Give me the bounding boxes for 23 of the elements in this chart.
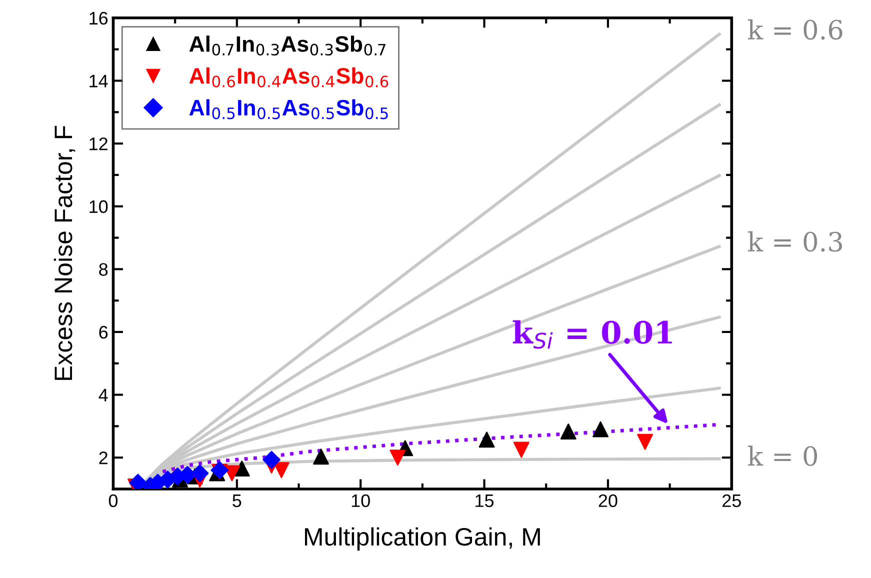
annotation: k$_{Si}$ = 0.01 <box>512 320 672 349</box>
text: k = 0.6 <box>748 19 842 40</box>
y-tick-label: 14 <box>90 74 108 88</box>
y-tick-label: 10 <box>90 200 108 214</box>
x-axis-title: Multiplication Gain, M <box>305 527 540 551</box>
x-tick-label: 0 <box>108 494 118 508</box>
x-tick-label: 10 <box>352 494 370 508</box>
x-tick-label: 5 <box>232 494 242 508</box>
x-tick-label: 20 <box>598 494 618 508</box>
x-tick-label: 25 <box>722 494 741 508</box>
legend-label: Al$_{0.7}$In$_{0.3}$As$_{0.3}$Sb$_{0.7}$ <box>189 36 386 56</box>
text: k = 0 <box>748 446 818 466</box>
y-tick-label: 4 <box>98 388 108 402</box>
y-tick-label: 6 <box>99 326 108 339</box>
y-tick-label: 2 <box>99 452 108 464</box>
y-axis-title: Excess Noise Factor, F <box>54 126 76 380</box>
legend-label: Al$_{0.6}$In$_{0.4}$As$_{0.4}$Sb$_{0.6}$ <box>189 67 388 88</box>
y-tick-label: 16 <box>90 12 108 25</box>
y-tick-label: 8 <box>99 263 108 276</box>
x-tick-label: 15 <box>476 494 494 508</box>
text: k = 0.3 <box>748 231 842 252</box>
legend-label: Al$_{0.5}$In$_{0.5}$As$_{0.5}$Sb$_{0.5}$ <box>189 99 388 120</box>
y-tick-label: 12 <box>90 137 108 150</box>
